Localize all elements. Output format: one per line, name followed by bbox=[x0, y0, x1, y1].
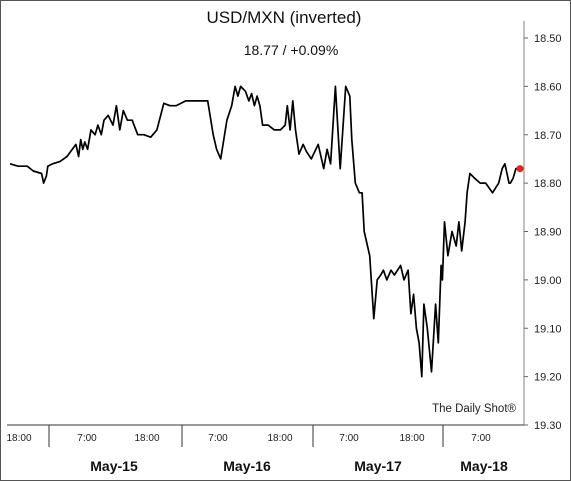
day-label: May-16 bbox=[223, 458, 271, 474]
x-tick-label: 7:00 bbox=[77, 433, 97, 444]
day-label: May-15 bbox=[90, 458, 138, 474]
y-tick-label: 18.90 bbox=[534, 227, 562, 239]
x-tick-label: 18:00 bbox=[6, 433, 31, 444]
y-tick-label: 19.10 bbox=[534, 323, 562, 335]
day-label: May-17 bbox=[354, 458, 402, 474]
y-tick-label: 19.00 bbox=[534, 275, 562, 287]
x-tick-label: 7:00 bbox=[339, 433, 359, 444]
x-tick-label: 18:00 bbox=[134, 433, 159, 444]
series-line-usd-mxn bbox=[9, 85, 520, 378]
day-label: May-18 bbox=[460, 458, 508, 474]
y-tick-label: 18.70 bbox=[534, 130, 562, 142]
y-axis: 18.50 18.60 18.70 18.80 18.90 19.00 19.10 19.20… bbox=[524, 33, 562, 432]
y-tick-label: 18.80 bbox=[534, 178, 562, 190]
y-tick-label: 18.50 bbox=[534, 33, 562, 45]
chart-subtitle: 18.77 / +0.09% bbox=[244, 42, 339, 58]
x-tick-label: 18:00 bbox=[399, 433, 424, 444]
x-tick-label: 7:00 bbox=[471, 433, 491, 444]
y-tick-label: 19.30 bbox=[534, 420, 562, 432]
x-tick-labels: 18:00 7:00 18:00 7:00 18:00 7:00 18:00 7:00 bbox=[6, 425, 491, 447]
x-tick-label: 18:00 bbox=[267, 433, 292, 444]
x-tick-label: 7:00 bbox=[208, 433, 228, 444]
y-tick-label: 18.60 bbox=[534, 81, 562, 93]
day-labels: May-15 May-16 May-17 May-18 bbox=[90, 458, 508, 474]
x-axis bbox=[7, 21, 525, 426]
chart-title: USD/MXN (inverted) bbox=[207, 8, 362, 27]
last-value-marker bbox=[516, 165, 524, 173]
source-label: The Daily Shot® bbox=[432, 403, 516, 415]
y-tick-label: 19.20 bbox=[534, 372, 562, 384]
